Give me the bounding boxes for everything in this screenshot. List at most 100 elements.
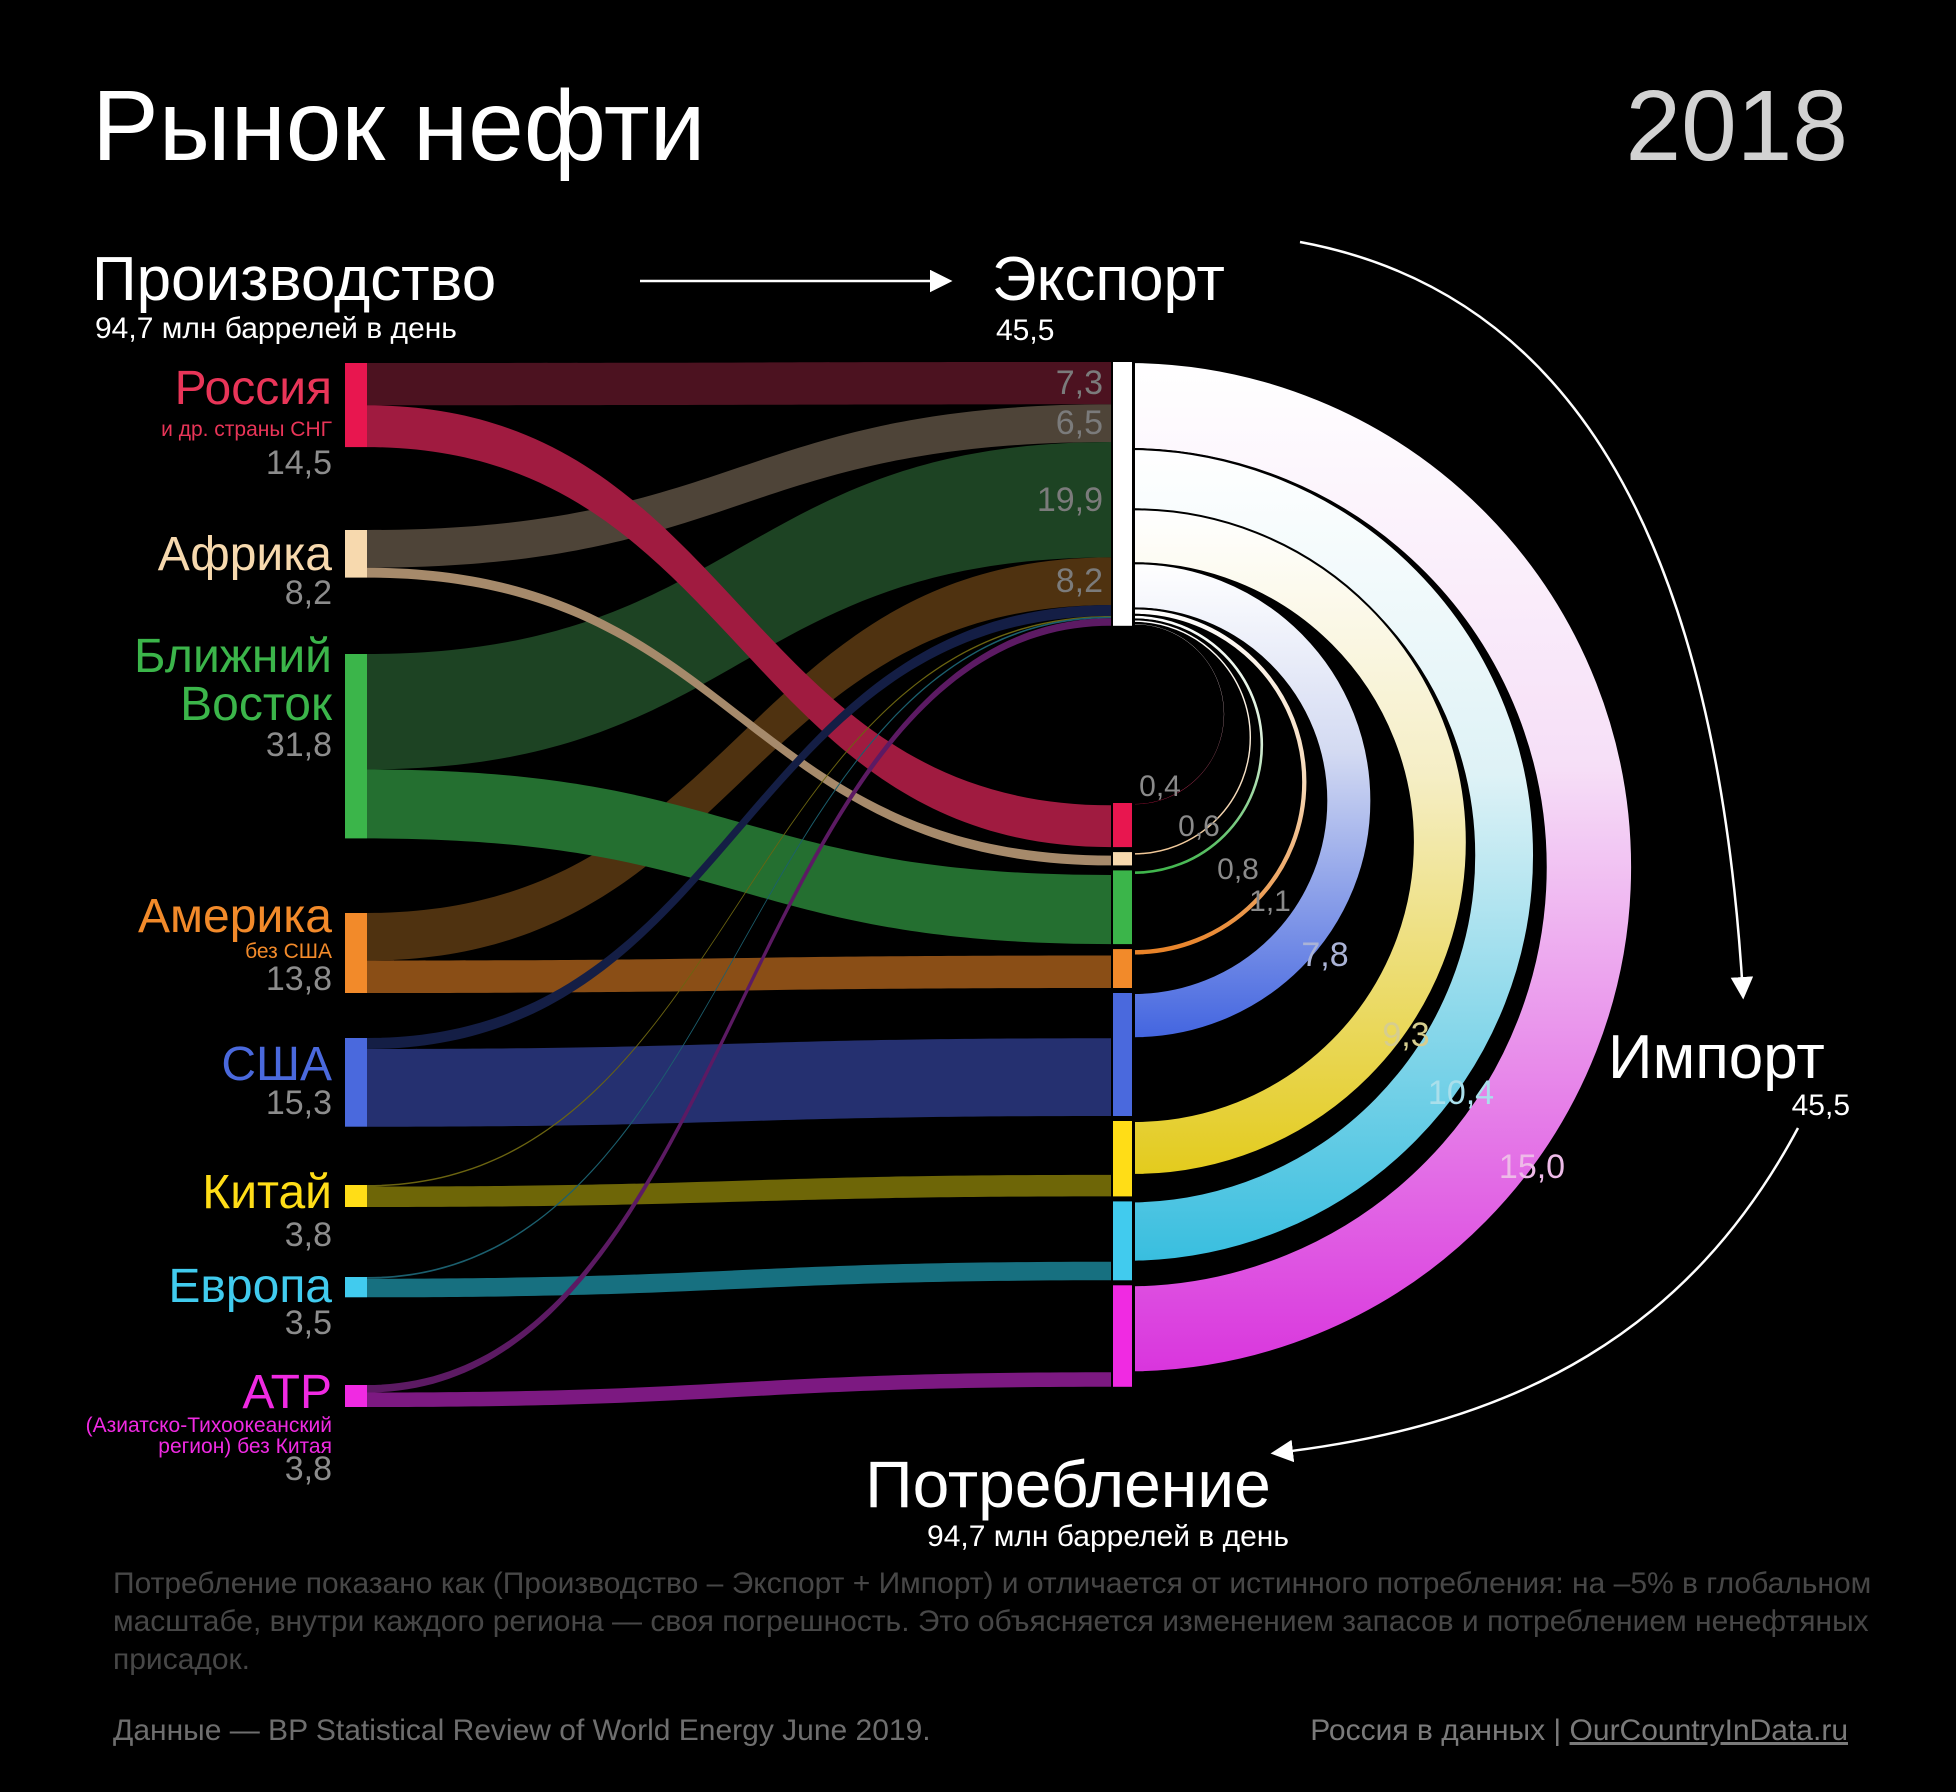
node-europe: [345, 1277, 367, 1298]
import-to-consumption-arrow: [1270, 1127, 1800, 1463]
region-sub-apr-1: (Азиатско-Тихоокеанский: [86, 1414, 332, 1437]
flow-export-apr: [367, 618, 1111, 1393]
cnode-africa: [1113, 852, 1132, 866]
region-name-europe: Европа: [168, 1260, 332, 1313]
import-value-russia: 0,4: [1139, 770, 1181, 803]
footnote-line-1: Потребление показано как (Производство –…: [113, 1567, 1871, 1600]
production-subtitle: 94,7 млн баррелей в день: [95, 312, 457, 345]
node-russia: [345, 363, 367, 448]
page-title: Рынок нефти: [92, 70, 706, 182]
footnote-line-2: масштабе, внутри каждого региона — своя …: [113, 1605, 1869, 1638]
site-link[interactable]: OurCountryInData.ru: [1570, 1714, 1848, 1747]
region-name-middle-east-1: Ближний: [134, 630, 332, 683]
region-sub-apr-2: регион) без Китая: [158, 1435, 332, 1458]
region-value-russia: 14,5: [266, 444, 332, 482]
cnode-apr: [1113, 1285, 1132, 1387]
export-value-middle-east: 19,9: [1037, 481, 1103, 519]
consumption-subtitle: 94,7 млн баррелей в день: [927, 1520, 1289, 1553]
brand-name: Россия в данных: [1310, 1714, 1545, 1747]
node-apr: [345, 1385, 367, 1407]
export-value-russia: 7,3: [1056, 364, 1103, 402]
region-value-china: 3,8: [285, 1216, 332, 1254]
arc-import-africa: [1133, 618, 1254, 857]
arc-import-middle-east: [1133, 613, 1266, 877]
production-nodes: [345, 363, 367, 1407]
region-name-russia: Россия: [175, 362, 332, 415]
domestic-flows: [367, 405, 1111, 1407]
footnote-line-3: присадок.: [113, 1643, 250, 1676]
import-arcs: [1133, 360, 1634, 1374]
cnode-usa: [1113, 993, 1132, 1116]
flow-domestic-europe: [367, 1261, 1111, 1298]
footnote: Потребление показано как (Производство –…: [113, 1567, 1871, 1676]
arc-import-russia: [1133, 621, 1227, 807]
cnode-america: [1113, 949, 1132, 988]
flow-domestic-middle-east: [367, 769, 1111, 945]
consumption-nodes: [1113, 803, 1132, 1387]
brand-separator: |: [1545, 1714, 1569, 1747]
region-labels: Россия и др. страны СНГ 14,5 Африка 8,2 …: [86, 362, 333, 1488]
flow-domestic-usa: [367, 1038, 1111, 1127]
flow-domestic-china: [367, 1174, 1111, 1207]
region-value-europe: 3,5: [285, 1304, 332, 1342]
flow-export-america: [367, 557, 1111, 961]
region-name-apr: АТР: [242, 1366, 332, 1419]
import-value-china: 9,3: [1382, 1016, 1429, 1054]
region-name-america: Америка: [138, 890, 332, 943]
region-name-china: Китай: [202, 1166, 332, 1219]
export-label: Экспорт: [992, 245, 1225, 314]
region-value-usa: 15,3: [266, 1084, 332, 1122]
region-value-apr: 3,8: [285, 1450, 332, 1488]
year-label: 2018: [1626, 70, 1848, 182]
brand-line: Россия в данных | OurCountryInData.ru: [1310, 1714, 1848, 1747]
import-value-america: 1,1: [1249, 885, 1291, 918]
arc-import-china: [1133, 508, 1468, 1176]
import-arc-values: 0,4 0,6 0,8 1,1 7,8 9,3 10,4 15,0: [1139, 770, 1565, 1186]
region-sub-america: без США: [245, 940, 332, 963]
export-flow-values: 7,3 6,5 19,9 8,2: [1037, 364, 1103, 600]
flow-domestic-apr: [367, 1372, 1111, 1407]
cnode-russia: [1113, 803, 1132, 848]
flow-domestic-africa: [367, 567, 1111, 866]
import-value-africa: 0,6: [1178, 810, 1220, 843]
flow-export-usa: [367, 605, 1111, 1049]
region-name-middle-east-2: Восток: [180, 678, 333, 731]
arc-import-usa: [1133, 562, 1373, 1040]
consumption-label: Потребление: [865, 1447, 1271, 1521]
flow-export-africa: [367, 404, 1111, 568]
region-sub-russia: и др. страны СНГ: [161, 418, 332, 441]
node-usa: [345, 1038, 367, 1127]
region-value-middle-east: 31,8: [266, 726, 332, 764]
arc-import-america: [1133, 607, 1309, 957]
import-label: Импорт: [1608, 1023, 1825, 1092]
cnode-china: [1113, 1121, 1132, 1197]
data-source: Данные — BP Statistical Review of World …: [113, 1714, 931, 1747]
flow-domestic-russia: [367, 405, 1111, 848]
cnode-middle-east: [1113, 870, 1132, 945]
export-value-africa: 6,5: [1056, 404, 1103, 442]
import-value-usa: 7,8: [1301, 936, 1348, 974]
arc-import-apr: [1133, 360, 1634, 1374]
flow-export-russia: [367, 362, 1111, 406]
node-china: [345, 1185, 367, 1207]
import-total: 45,5: [1792, 1089, 1850, 1122]
production-label: Производство: [92, 245, 496, 314]
thin-export-flows: [367, 605, 1111, 1393]
node-middle-east: [345, 654, 367, 839]
cnode-europe: [1113, 1201, 1132, 1281]
node-africa: [345, 530, 367, 578]
region-name-usa: США: [221, 1038, 332, 1091]
import-value-europe: 10,4: [1428, 1074, 1494, 1112]
arc-import-europe: [1133, 447, 1536, 1263]
flow-domestic-america: [367, 955, 1111, 993]
region-name-africa: Африка: [158, 528, 333, 581]
import-value-middle-east: 0,8: [1217, 853, 1259, 886]
export-to-import-arrow: [1299, 240, 1754, 1000]
export-value-america: 8,2: [1056, 562, 1103, 600]
region-value-africa: 8,2: [285, 574, 332, 612]
node-export-bar: [1113, 362, 1132, 626]
node-america: [345, 913, 367, 993]
import-value-apr: 15,0: [1499, 1148, 1565, 1186]
